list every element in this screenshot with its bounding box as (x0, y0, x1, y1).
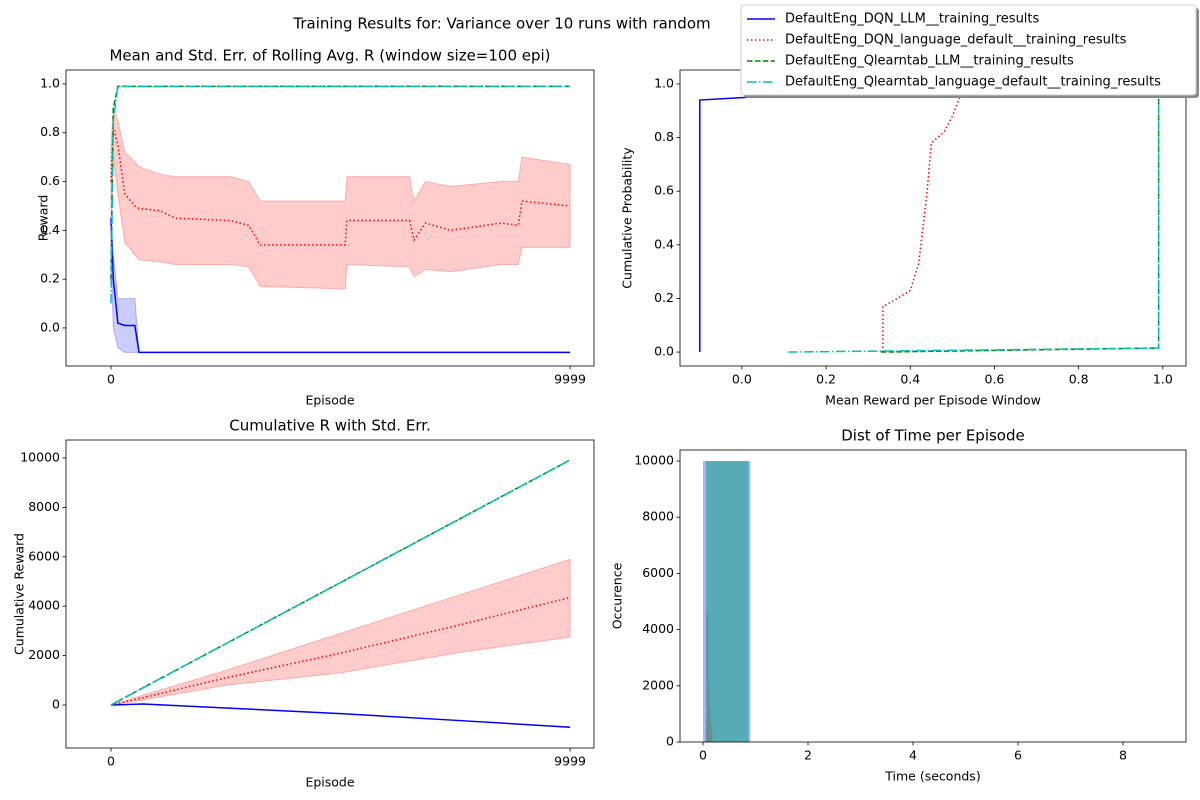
series-line (880, 83, 1160, 353)
y-tick-label: 0.4 (40, 222, 60, 237)
series-line (110, 127, 571, 246)
y-tick-label: 0.2 (40, 271, 60, 286)
series-line (882, 83, 974, 353)
series-line (788, 83, 1160, 353)
axes: 0 9999 0.0 0.2 0.4 0.6 0.8 1.0 Mean and Std. Err… (36, 47, 595, 408)
figure-title: Training Results for: Variance over 10 r… (292, 15, 710, 33)
histogram-bar (708, 685, 710, 742)
y-tick-label: 8000 (28, 499, 60, 514)
legend-label: DefaultEng_DQN_language_default__trainin… (785, 33, 1127, 48)
axes: 0 2 4 6 8 0 2000 4000 6000 8000 10000 Dist of Time … (610, 427, 1187, 784)
y-tick-label: 4000 (642, 621, 674, 636)
x-axis-label: Episode (305, 393, 354, 408)
legend-label: DefaultEng_Qlearntab_LLM__training_resul… (785, 54, 1074, 69)
legend: DefaultEng_DQN_LLM__training_results Defa… (740, 4, 1199, 98)
x-tick-label: 0.6 (985, 372, 1005, 387)
y-tick-label: 0.6 (654, 183, 674, 198)
x-tick-label: 0.2 (816, 372, 836, 387)
y-tick-label: 0.0 (40, 319, 60, 334)
plot-area (702, 461, 751, 742)
histogram-bar (706, 719, 708, 742)
histogram-bar (702, 461, 751, 742)
chart-title: Dist of Time per Episode (841, 427, 1024, 445)
histogram-bar (710, 722, 712, 742)
legend-label: DefaultEng_DQN_LLM__training_results (785, 12, 1040, 27)
y-tick-label: 4000 (28, 598, 60, 613)
x-tick-label: 2 (804, 748, 812, 763)
y-tick-label: 0.2 (654, 290, 674, 305)
y-tick-label: 0.0 (654, 344, 674, 359)
series-line (110, 459, 571, 706)
y-tick-label: 0 (666, 734, 674, 749)
x-tick-label: 4 (909, 748, 917, 763)
series-line (110, 218, 571, 354)
y-axis-label: Reward (36, 195, 51, 242)
chart-title: Mean and Std. Err. of Rolling Avg. R (wi… (109, 47, 550, 65)
plot-area (110, 85, 571, 354)
x-tick-label: 0 (107, 754, 115, 769)
y-tick-label: 1.0 (40, 75, 60, 90)
series-line (110, 85, 571, 280)
plot-area (699, 83, 1160, 353)
histogram-bar (705, 461, 749, 742)
y-tick-label: 0.8 (654, 129, 674, 144)
y-tick-label: 2000 (642, 677, 674, 692)
x-tick-label: 9999 (554, 372, 586, 387)
histogram-bar (709, 708, 711, 742)
axes-frame (679, 69, 1187, 367)
series-line (110, 459, 571, 706)
chart-title: Cumulative R with Std. Err. (229, 417, 431, 435)
x-tick-label: 9999 (554, 754, 586, 769)
x-axis-label: Mean Reward per Episode Window (825, 393, 1041, 408)
axes-frame (65, 69, 595, 367)
error-band (110, 558, 571, 706)
plot-area (110, 459, 571, 728)
x-tick-label: 0 (107, 372, 115, 387)
y-tick-label: 0 (52, 696, 60, 711)
y-tick-label: 8000 (642, 509, 674, 524)
y-tick-label: 10000 (634, 453, 674, 468)
y-tick-label: 0.6 (40, 173, 60, 188)
histogram-bar (706, 461, 750, 742)
y-tick-label: 1.0 (654, 75, 674, 90)
histogram-bar (707, 612, 709, 742)
y-axis-label: Cumulative Reward (12, 533, 27, 655)
axes-frame (65, 439, 595, 749)
axes: 0.0 0.2 0.4 0.6 0.8 1.0 0.0 0.2 0.4 0.6 0.8 1.0 Mean… (620, 69, 1187, 408)
error-band (110, 108, 571, 290)
x-axis-label: Time (seconds) (884, 769, 980, 784)
y-axis-label: Occurence (610, 562, 625, 629)
y-tick-label: 0.8 (40, 124, 60, 139)
legend-box (740, 4, 1197, 96)
y-tick-label: 2000 (28, 647, 60, 662)
x-tick-label: 0.0 (732, 372, 752, 387)
axes-frame (679, 449, 1187, 743)
series-line (699, 83, 1159, 353)
y-axis-label: Cumulative Probability (620, 147, 635, 289)
series-line (110, 596, 571, 706)
y-tick-label: 6000 (28, 548, 60, 563)
legend-label: DefaultEng_Qlearntab_language_default__t… (785, 75, 1161, 90)
y-tick-label: 10000 (20, 450, 60, 465)
x-tick-label: 0 (699, 748, 707, 763)
x-tick-label: 0.8 (1069, 372, 1089, 387)
histogram-bar (711, 730, 713, 742)
y-tick-label: 6000 (642, 565, 674, 580)
axes: 0 9999 0 2000 4000 6000 8000 10000 Cumulative R … (12, 417, 595, 790)
series-line (110, 703, 571, 728)
x-axis-label: Episode (305, 775, 354, 790)
y-tick-label: 0.4 (654, 236, 674, 251)
x-tick-label: 6 (1014, 748, 1022, 763)
series-line (110, 85, 571, 304)
x-tick-label: 1.0 (1153, 372, 1173, 387)
x-tick-label: 8 (1119, 748, 1127, 763)
x-tick-label: 0.4 (900, 372, 920, 387)
